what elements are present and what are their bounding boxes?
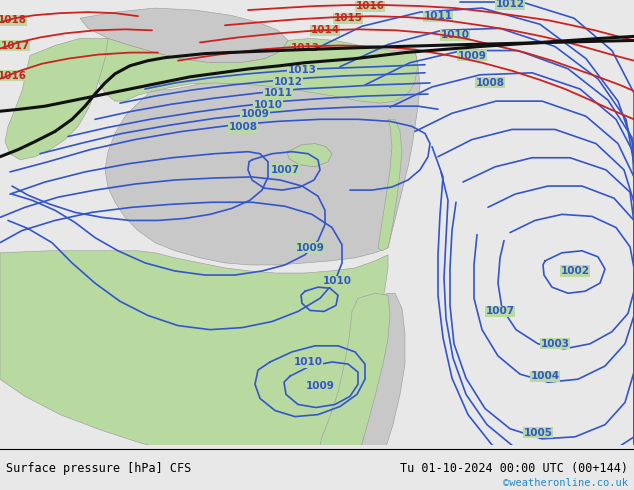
Text: 1012: 1012 [273,77,302,87]
Text: 1003: 1003 [541,339,569,349]
Text: 1004: 1004 [531,371,560,381]
Text: 1015: 1015 [333,13,363,23]
Text: 1013: 1013 [290,43,320,52]
Polygon shape [378,120,402,251]
Text: 1009: 1009 [240,109,269,119]
Text: 1016: 1016 [356,1,384,11]
Polygon shape [358,293,405,467]
Polygon shape [80,8,288,63]
Text: ©weatheronline.co.uk: ©weatheronline.co.uk [503,478,628,488]
Text: 1002: 1002 [560,266,590,276]
Text: 1007: 1007 [271,165,299,175]
Text: 1010: 1010 [294,357,323,367]
Polygon shape [0,251,388,463]
Text: 1011: 1011 [424,11,453,21]
Text: 1014: 1014 [311,25,340,35]
Polygon shape [105,50,420,265]
Text: 1008: 1008 [228,122,257,132]
Text: 1016: 1016 [0,71,27,81]
Text: 1013: 1013 [287,65,316,75]
Text: 1008: 1008 [476,78,505,88]
Text: 1007: 1007 [486,306,515,317]
Polygon shape [88,38,418,103]
Text: 1005: 1005 [524,428,552,438]
Text: 1012: 1012 [496,0,524,9]
Text: 1011: 1011 [264,88,292,98]
Text: 1009: 1009 [306,381,335,392]
Text: Surface pressure [hPa] CFS: Surface pressure [hPa] CFS [6,462,191,475]
Text: 1010: 1010 [323,276,351,286]
Text: 1009: 1009 [458,50,486,61]
Text: 1017: 1017 [1,41,30,50]
Polygon shape [318,293,390,467]
Text: 1010: 1010 [254,100,283,110]
Text: 1018: 1018 [0,15,27,25]
Polygon shape [287,144,332,167]
Polygon shape [5,38,108,160]
Text: 1010: 1010 [441,30,470,40]
Text: Tu 01-10-2024 00:00 UTC (00+144): Tu 01-10-2024 00:00 UTC (00+144) [399,462,628,475]
Text: 1009: 1009 [295,243,325,253]
